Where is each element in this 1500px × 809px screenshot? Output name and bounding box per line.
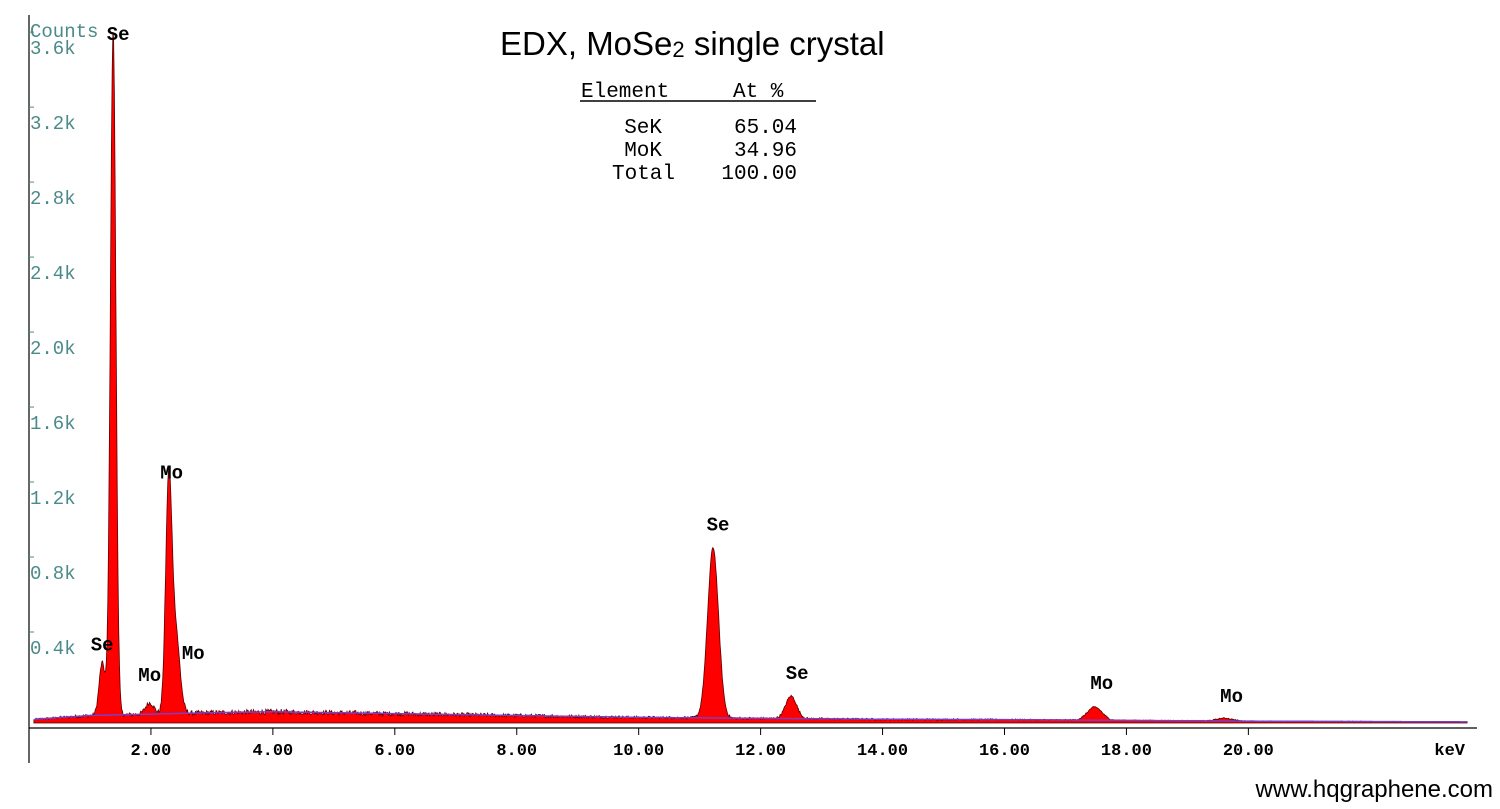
spectrum-layer bbox=[33, 32, 1468, 724]
x-tick-label: 6.00 bbox=[374, 742, 415, 761]
y-tick-label: 1.2k bbox=[30, 488, 76, 510]
y-tick-label: 2.8k bbox=[30, 188, 76, 210]
table-row-element: MoK bbox=[624, 140, 662, 163]
y-tick-label: 0.8k bbox=[30, 563, 76, 585]
peak-label: Se bbox=[91, 635, 114, 657]
peak-label: Se bbox=[107, 24, 130, 46]
y-tick-label: 2.0k bbox=[30, 338, 76, 360]
x-tick-label: 12.00 bbox=[735, 742, 786, 761]
table-row-at: 34.96 bbox=[734, 140, 797, 163]
x-tick-label: 4.00 bbox=[252, 742, 293, 761]
credit-text: www.hqgraphene.com bbox=[1255, 776, 1493, 803]
y-tick-label: 0.4k bbox=[30, 638, 76, 660]
title-subscript: 2 bbox=[672, 37, 684, 62]
composition-table: Element At % SeK 65.04 MoK 34.96 Total 1… bbox=[580, 81, 816, 186]
y-axis-label: Counts bbox=[30, 21, 98, 43]
peak-label: Mo bbox=[182, 643, 205, 665]
table-header-at: At % bbox=[733, 81, 784, 104]
peak-label: Mo bbox=[138, 665, 161, 687]
y-tick-label: 3.6k bbox=[30, 38, 76, 60]
labels-layer: Se Se Mo Mo Mo Se Se Mo Mo bbox=[91, 24, 1243, 708]
table-row-element: SeK bbox=[624, 117, 662, 140]
x-tick-label: 10.00 bbox=[613, 742, 664, 761]
peak-label: Mo bbox=[160, 462, 183, 484]
x-tick-label: 18.00 bbox=[1101, 742, 1152, 761]
axes-layer: 0.4k 0.8k 1.2k 1.6k 2.0k 2.4k 2.8k 3.2k 3.6kCoun… bbox=[28, 15, 1477, 763]
y-tick-label: 2.4k bbox=[30, 263, 76, 285]
x-axis-label: keV bbox=[1434, 742, 1465, 761]
y-tick-label: 3.2k bbox=[30, 113, 76, 135]
table-row-at: 65.04 bbox=[734, 117, 797, 140]
x-tick-label: 14.00 bbox=[857, 742, 908, 761]
title-rest: single crystal bbox=[685, 25, 885, 62]
table-row-element: Total bbox=[612, 163, 675, 186]
x-tick-label: 20.00 bbox=[1223, 742, 1274, 761]
x-tick-label: 16.00 bbox=[979, 742, 1030, 761]
background-fit-line bbox=[33, 711, 1468, 723]
chart-title: EDX, MoSe2 single crystal bbox=[500, 25, 885, 62]
peak-label: Se bbox=[707, 514, 730, 536]
x-tick-label: 2.00 bbox=[131, 742, 172, 761]
peak-label: Mo bbox=[1220, 686, 1243, 708]
table-header-element: Element bbox=[581, 81, 669, 104]
peak-label: Se bbox=[786, 663, 809, 685]
table-row-at: 100.00 bbox=[721, 163, 797, 186]
peak-label: Mo bbox=[1090, 673, 1113, 695]
x-tick-label: 8.00 bbox=[496, 742, 537, 761]
y-tick-label: 1.6k bbox=[30, 413, 76, 435]
title-main: EDX, MoSe bbox=[500, 25, 672, 62]
